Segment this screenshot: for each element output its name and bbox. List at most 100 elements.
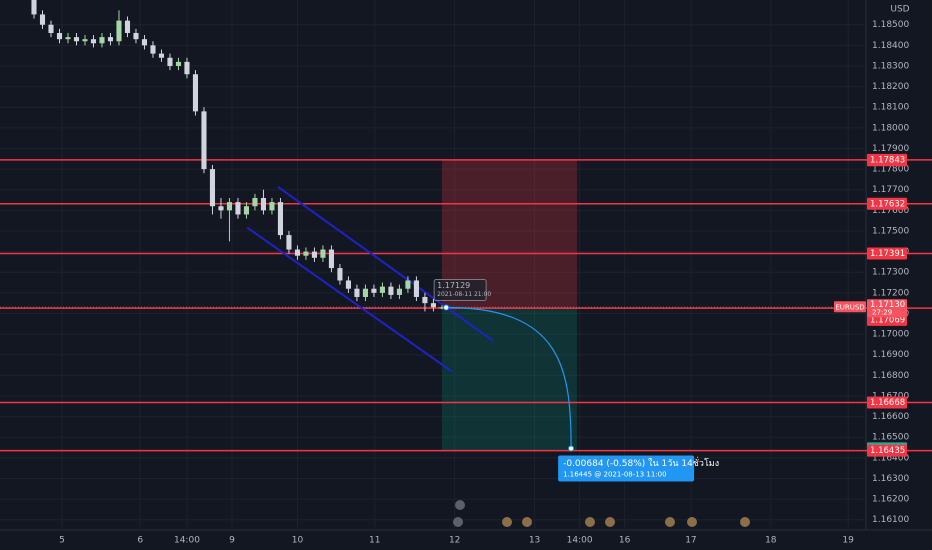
y-tick-label: 1.17900 [872,144,909,154]
price-tag [867,197,907,210]
last-price-tag [867,299,907,318]
y-tick-label: 1.17800 [872,165,909,175]
x-tick-label: 18 [765,536,777,546]
event-icon [502,517,512,527]
x-tick-label: 12 [449,536,460,546]
candle-body [396,288,402,295]
y-tick-label: 1.16100 [872,515,909,525]
candle-body [82,39,88,42]
price-tag [867,247,907,260]
y-tick-label: 1.17200 [872,288,909,298]
candle-body [158,53,165,58]
y-tick-label: 1.18500 [872,20,909,30]
currency: USD [890,5,909,15]
projection-start [443,304,450,311]
x-tick-label: 14:00 [567,536,593,546]
candle-body [337,268,343,281]
y-tick-label: 1.16900 [872,350,909,360]
event-icon [522,517,532,527]
x-tick-label: 6 [137,536,143,546]
candle-body [345,280,351,289]
x-tick-label: 9 [229,536,235,546]
channel-line [246,226,453,373]
candle-body [150,45,156,54]
price-tag-label: 1.17069 [870,315,905,325]
candle-body [362,288,368,297]
y-tick-label: 1.18100 [872,103,909,113]
candle-body [39,14,46,25]
symbol-label: EURUSD [835,303,864,311]
target-zone [441,307,578,451]
price-tag-label: 1.17391 [870,249,905,259]
candle-body [192,74,199,112]
candle-body [226,202,233,211]
y-tick-label: 1.18200 [872,82,909,92]
x-tick-label: 19 [842,536,854,546]
x-tick-label: 17 [685,536,696,546]
x-tick-label: 5 [59,536,65,546]
y-tick-label: 1.16300 [872,474,909,484]
y-tick-label: 1.16400 [872,453,909,463]
candle-body [371,288,377,293]
start-tooltip [433,278,487,301]
x-tick-label: 14:00 [174,536,200,546]
candle-body [107,37,114,42]
candle-body [388,286,394,295]
candle-body [243,206,250,215]
candle-body [209,169,216,207]
end-tooltip [558,455,695,482]
change-label: -0.00684 (-0.58%) ใน 1วัน 14ชั่วโมง [563,456,719,469]
candle-body [269,202,275,211]
y-tick-label: 1.16700 [872,391,909,401]
candle-body [430,303,436,308]
candle-body [201,111,207,170]
last-price-label: 1.17130 [870,300,905,310]
y-tick-label: 1.18300 [872,61,909,71]
event-icons [453,500,750,527]
candle-body [218,206,224,211]
candle-body [167,57,173,66]
candle-body [405,280,411,289]
start-price: 1.17129 [437,281,470,290]
candle-body [277,202,284,236]
event-icon [687,517,697,527]
y-tick-label: 1.16500 [872,433,909,443]
price-tag-label: 1.17843 [870,156,905,166]
end-label: 1.16445 @ 2021-08-13 11:00 [563,471,666,479]
event-icon [585,517,595,527]
y-tick-label: 1.16800 [872,371,909,381]
candle-body [133,32,139,40]
candle-body [354,288,360,297]
y-tick-label: 1.17500 [872,226,909,236]
event-icon [665,517,675,527]
candle-body [175,61,182,66]
candle-body [286,235,292,250]
y-tick-label: 1.17000 [872,330,909,340]
symbol-tag [834,301,866,313]
event-icon [455,500,465,510]
candle-body [252,197,258,207]
price-tag-label: 1.17632 [870,199,905,209]
y-tick-label: 1.18400 [872,41,909,51]
candle-body [294,249,300,256]
price-tag-label: 1.16435 [870,446,905,456]
x-tick-label: 10 [292,536,304,546]
candle-body [413,280,419,297]
candle-body [124,20,131,33]
y-tick-label: 1.18000 [872,123,909,133]
candle-body [439,307,445,309]
candle-body [73,37,80,42]
y-tick-label: 1.16600 [872,412,909,422]
candle-body [65,37,71,40]
x-tick-label: 16 [619,536,631,546]
event-icon [740,517,750,527]
candle-body [116,20,122,42]
candle-body [422,296,428,304]
y-tick-label: 1.16200 [872,495,909,505]
price-tag [867,444,907,457]
price-tag [867,396,907,409]
projection-end [568,445,575,452]
